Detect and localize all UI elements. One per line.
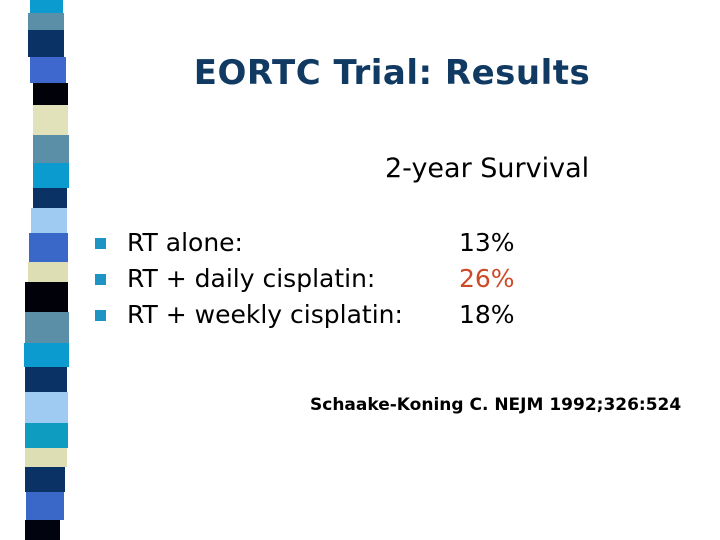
- list-item: RT + weekly cisplatin: 18%: [95, 296, 655, 332]
- list-item: RT + daily cisplatin: 26%: [95, 260, 655, 296]
- stripe-block: [26, 492, 64, 520]
- stripe-block: [33, 188, 67, 208]
- stripe-block: [25, 282, 68, 312]
- citation: Schaake-Koning C. NEJM 1992;326:524: [310, 395, 682, 415]
- slide-title: EORTC Trial: Results: [193, 53, 591, 93]
- stripe-block: [33, 105, 68, 135]
- stripe-block: [24, 343, 69, 367]
- slide-subtitle: 2-year Survival: [385, 153, 590, 184]
- stripe-block: [25, 448, 67, 467]
- stripe-block: [28, 262, 68, 282]
- stripe-block: [25, 367, 67, 392]
- list-item: RT alone: 13%: [95, 224, 655, 260]
- stripe-block: [25, 520, 60, 540]
- bullet-label: RT + daily cisplatin:: [127, 263, 376, 293]
- stripe-block: [30, 0, 63, 13]
- bullet-label: RT + weekly cisplatin:: [127, 299, 403, 329]
- stripe-block: [30, 57, 66, 83]
- stripe-block: [31, 208, 67, 233]
- stripe-block: [25, 392, 68, 423]
- survival-value: 13%: [459, 227, 515, 257]
- bullet-list: RT alone: 13% RT + daily cisplatin: 26% …: [95, 224, 655, 332]
- stripe-block: [25, 312, 69, 343]
- bullet-square-icon: [95, 237, 106, 249]
- stripe-block: [33, 83, 68, 105]
- stripe-block: [33, 135, 69, 163]
- bullet-label: RT alone:: [127, 227, 243, 257]
- bullet-square-icon: [95, 273, 106, 285]
- stripe-block: [29, 233, 68, 262]
- stripe-block: [28, 30, 64, 57]
- stripe-block: [25, 423, 68, 448]
- decorative-stripe: [22, 0, 92, 540]
- survival-value: 18%: [459, 299, 515, 329]
- stripe-block: [33, 163, 69, 188]
- bullet-square-icon: [95, 309, 106, 321]
- survival-value-highlighted: 26%: [459, 263, 515, 293]
- stripe-block: [28, 13, 64, 30]
- stripe-block: [25, 467, 65, 492]
